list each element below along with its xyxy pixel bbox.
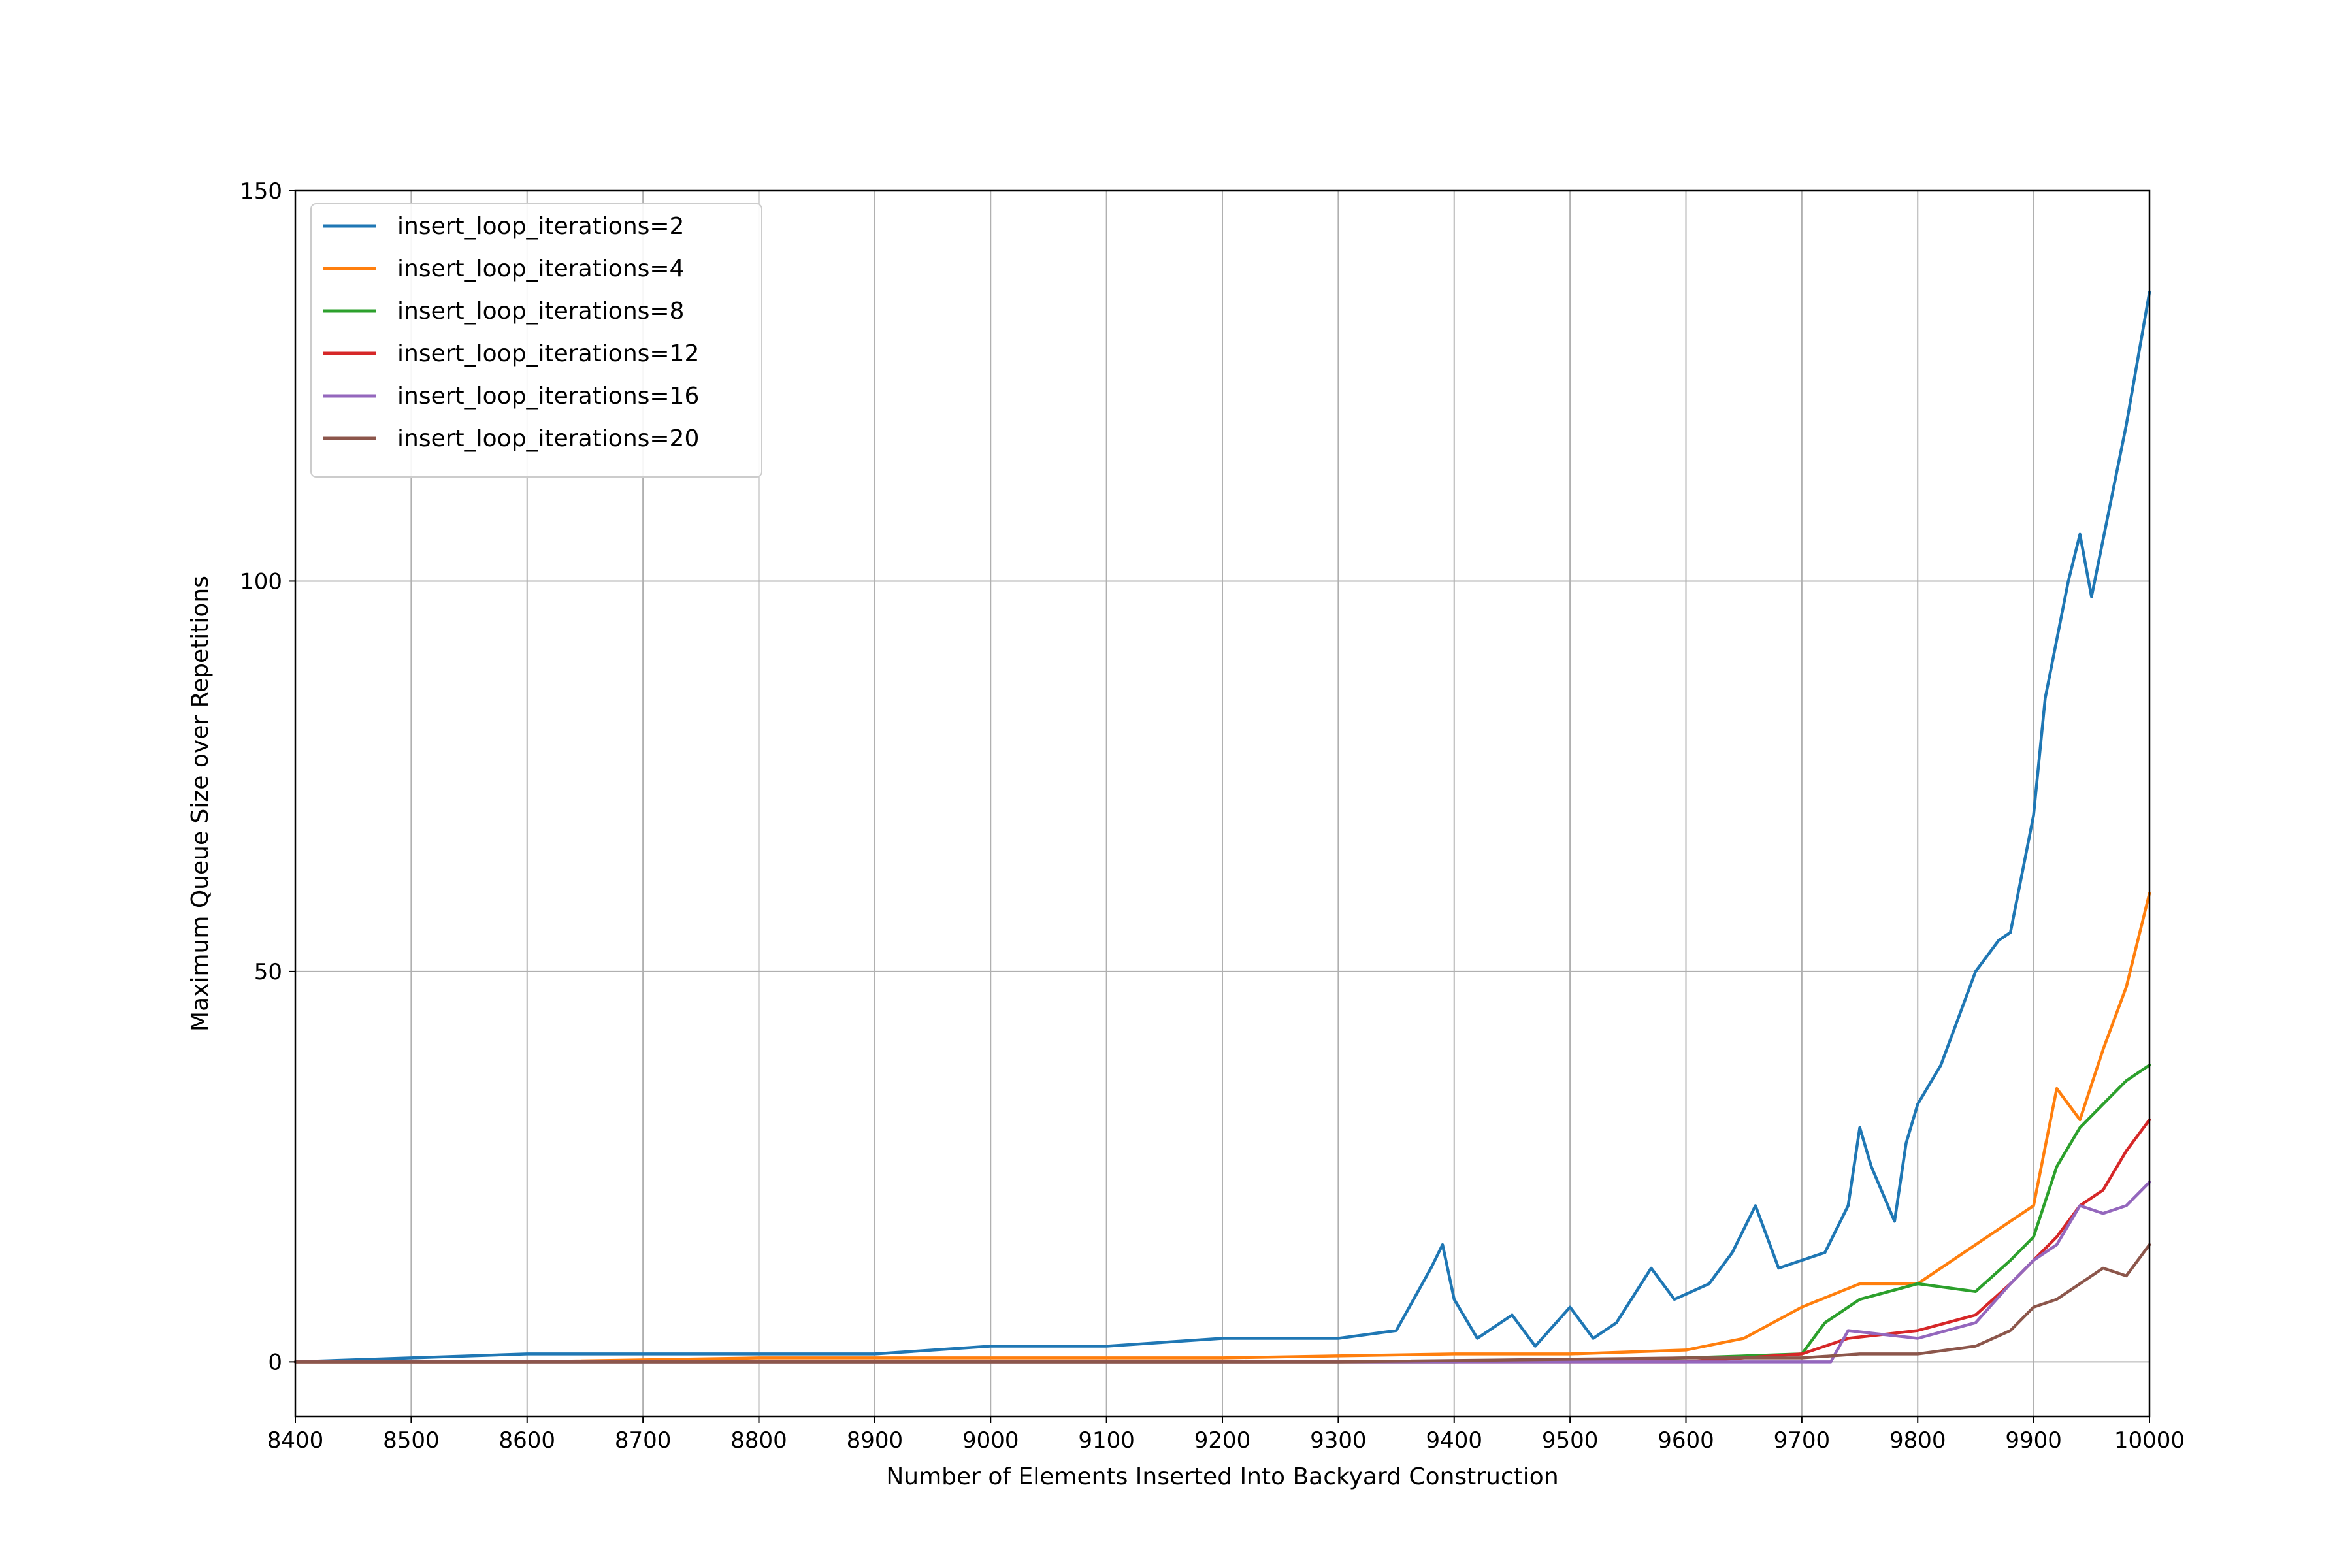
y-axis-label: Maximum Queue Size over Repetitions [187, 576, 214, 1032]
x-tick-label: 9600 [1658, 1428, 1714, 1454]
legend-label: insert_loop_iterations=20 [397, 425, 699, 452]
series-layer [293, 291, 2151, 1364]
legend-label: insert_loop_iterations=4 [397, 255, 684, 282]
y-tick-label: 150 [240, 178, 282, 204]
x-tick-label: 8900 [847, 1428, 904, 1454]
x-tick-label: 9800 [1889, 1428, 1946, 1454]
x-tick-label: 9300 [1310, 1428, 1367, 1454]
x-tick-label: 8600 [498, 1428, 555, 1454]
x-axis-label: Number of Elements Inserted Into Backyar… [886, 1463, 1558, 1490]
x-tick-label: 8500 [383, 1428, 440, 1454]
tick-layer: 8400 8500 8600 8700 8800 8900 9000 9100 9200 9300… [240, 178, 2185, 1454]
x-tick-label: 8800 [730, 1428, 787, 1454]
x-tick-label: 9500 [1542, 1428, 1599, 1454]
x-tick-label: 9700 [1774, 1428, 1831, 1454]
y-tick-label: 100 [240, 568, 282, 595]
x-tick-label: 9100 [1078, 1428, 1135, 1454]
legend-box [310, 203, 762, 478]
legend-label: insert_loop_iterations=16 [397, 383, 699, 410]
x-tick-label: 9000 [962, 1428, 1019, 1454]
series-line-5 [293, 1181, 2151, 1364]
x-tick-label: 10000 [2114, 1428, 2185, 1454]
legend-label: insert_loop_iterations=12 [397, 340, 699, 367]
legend-label: insert_loop_iterations=2 [397, 213, 684, 240]
x-tick-label: 8700 [615, 1428, 672, 1454]
x-tick-label: 8400 [267, 1428, 324, 1454]
y-tick-label: 0 [268, 1349, 282, 1375]
legend: insert_loop_iterations=2 insert_loop_iter… [310, 203, 762, 478]
y-tick-label: 50 [254, 959, 282, 985]
legend-label: insert_loop_iterations=8 [397, 298, 684, 325]
x-tick-label: 9400 [1426, 1428, 1482, 1454]
series-line-6 [293, 1243, 2151, 1364]
series-line-2 [293, 892, 2151, 1364]
x-tick-label: 9900 [2005, 1428, 2062, 1454]
series-line-1 [293, 291, 2151, 1364]
x-tick-label: 9200 [1194, 1428, 1251, 1454]
